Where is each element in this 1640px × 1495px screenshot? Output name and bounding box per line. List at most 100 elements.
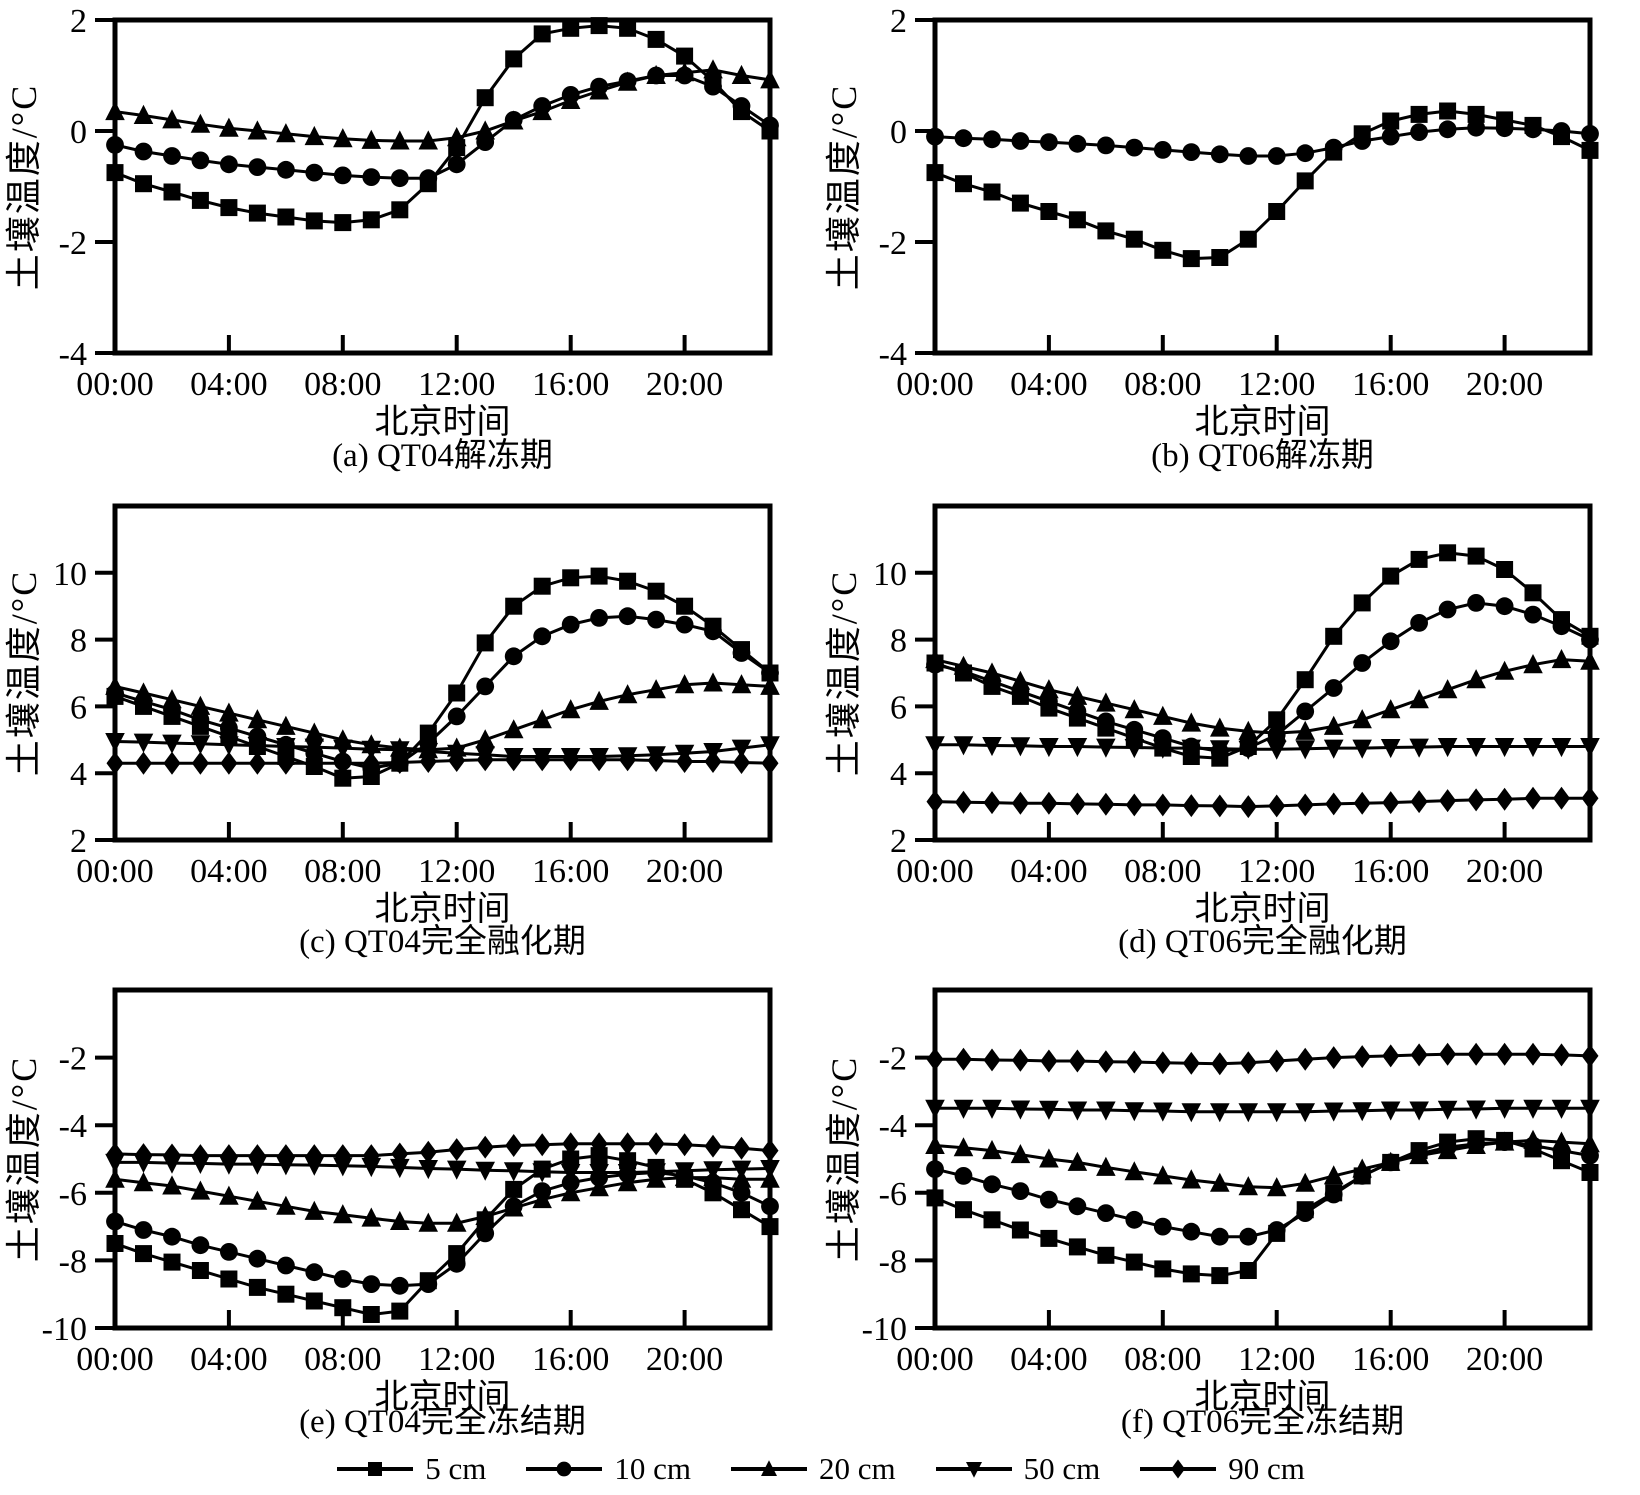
marker-circle — [675, 615, 694, 634]
marker-triangle-down — [1267, 1103, 1287, 1123]
y-tick-label: 10 — [873, 556, 907, 593]
marker-diamond — [220, 751, 238, 775]
marker-circle — [1239, 1227, 1258, 1246]
marker-triangle-down — [361, 1157, 382, 1178]
legend-swatch-circle — [526, 1461, 603, 1477]
marker-square — [448, 684, 466, 702]
marker-triangle-down — [1153, 739, 1173, 759]
x-tick-label: 08:00 — [304, 1341, 381, 1378]
marker-triangle-down — [1494, 738, 1515, 758]
x-tick-label: 04:00 — [190, 853, 267, 890]
marker-square — [590, 1147, 608, 1165]
marker-triangle-down — [1466, 738, 1486, 758]
plot-box — [112, 17, 773, 356]
marker-triangle-up — [105, 675, 125, 695]
marker-triangle-up — [925, 1134, 945, 1154]
marker-diamond — [1467, 1042, 1485, 1066]
marker-square — [676, 47, 694, 65]
marker-diamond — [590, 748, 608, 772]
marker-square — [1154, 1260, 1172, 1278]
marker-circle — [647, 610, 665, 629]
marker-triangle-up — [1380, 1151, 1401, 1171]
plot-area-e: -2 -4 -6 -8 -10 00:00 04:00 08:00 12:00 16:00 20:0… — [0, 963, 820, 1443]
marker-square — [676, 597, 694, 615]
marker-triangle-down — [219, 736, 239, 756]
marker-diamond — [135, 751, 152, 775]
marker-circle — [419, 1275, 438, 1293]
marker-circle — [1324, 679, 1343, 697]
x-tick-label: 12:00 — [1238, 366, 1315, 403]
marker-square — [1011, 1221, 1029, 1239]
marker-diamond — [733, 751, 750, 774]
marker-triangle-up — [953, 655, 974, 675]
marker-square — [533, 577, 551, 595]
marker-diamond — [1581, 1044, 1599, 1068]
marker-circle — [926, 1160, 944, 1178]
chart-caption-f: (f) QT06完全冻结期 — [1120, 1404, 1405, 1441]
marker-square — [926, 1189, 944, 1207]
marker-diamond — [391, 1142, 409, 1166]
legend-item-5-cm: 5 cm — [335, 1451, 486, 1487]
marker-triangle-down — [1409, 738, 1429, 758]
marker-triangle-up — [247, 1190, 268, 1210]
plot-area-f: -2 -4 -6 -8 -10 00:00 04:00 08:00 12:00 16:00 20:0… — [820, 963, 1640, 1443]
marker-triangle-up — [1494, 1131, 1515, 1151]
marker-circle — [1467, 594, 1485, 612]
legend-item-90-cm: 90 cm — [1138, 1451, 1305, 1487]
series-line-20-cm — [114, 1176, 770, 1225]
marker-triangle-down — [390, 1158, 410, 1179]
marker-triangle-down — [674, 1162, 695, 1182]
marker-diamond — [106, 751, 124, 775]
marker-diamond — [704, 1134, 722, 1158]
marker-diamond — [277, 751, 295, 775]
plot-area-c: 10 8 6 4 2 00:00 04:00 08:00 12:00 16:00 20:00 北京时间… — [0, 477, 820, 963]
marker-triangle-up — [1238, 1176, 1258, 1196]
marker-circle — [191, 710, 210, 729]
marker-triangle-down — [1580, 1099, 1600, 1119]
marker-triangle-down — [703, 1161, 723, 1181]
marker-square — [1182, 1265, 1200, 1283]
marker-triangle-up — [276, 1195, 296, 1215]
marker-square — [1268, 711, 1286, 729]
marker-triangle-down — [1210, 1103, 1230, 1123]
marker-triangle-up — [475, 729, 495, 749]
x-tick-label: 20:00 — [646, 853, 723, 890]
marker-square — [1182, 250, 1200, 268]
chart-f-qt06-fully-frozen-period: -2 -4 -6 -8 -10 00:00 04:00 08:00 12:00 16:00 20:0… — [820, 963, 1640, 1443]
y-tick-label: -2 — [879, 225, 907, 262]
y-tick-label: 4 — [890, 756, 907, 793]
marker-diamond — [1125, 793, 1143, 817]
marker-diamond — [505, 748, 523, 772]
marker-circle — [1324, 1185, 1343, 1204]
marker-triangle-up — [503, 719, 524, 739]
marker-triangle-down — [646, 1163, 666, 1183]
marker-triangle-up — [1437, 1139, 1458, 1160]
marker-diamond — [391, 751, 409, 774]
marker-triangle-down — [162, 734, 182, 754]
plot-box — [112, 987, 773, 1331]
series-line-90-cm — [114, 1142, 771, 1158]
y-axis-label: 土壤温度/°C — [4, 570, 44, 776]
marker-circle — [163, 1227, 181, 1246]
marker-diamond — [1524, 1042, 1542, 1066]
marker-diamond — [955, 1047, 972, 1071]
marker-diamond — [106, 1142, 124, 1166]
marker-triangle-down — [247, 737, 268, 757]
marker-diamond — [926, 1047, 944, 1071]
y-tick-label: -6 — [879, 1176, 907, 1213]
legend-label: 10 cm — [614, 1451, 691, 1486]
marker-circle — [191, 1236, 210, 1255]
marker-square — [1097, 222, 1115, 240]
marker-triangle-down — [1437, 738, 1458, 758]
marker-triangle-up — [190, 1180, 211, 1200]
marker-square — [1439, 544, 1457, 562]
marker-square — [1382, 567, 1400, 585]
marker-triangle-up — [1096, 692, 1116, 712]
marker-circle — [1267, 147, 1286, 165]
marker-square — [106, 164, 124, 182]
marker-triangle-up — [760, 1460, 777, 1476]
marker-diamond — [1325, 792, 1343, 816]
marker-diamond — [562, 1132, 580, 1156]
marker-circle — [476, 1224, 495, 1243]
series-line-20-cm — [114, 68, 771, 143]
